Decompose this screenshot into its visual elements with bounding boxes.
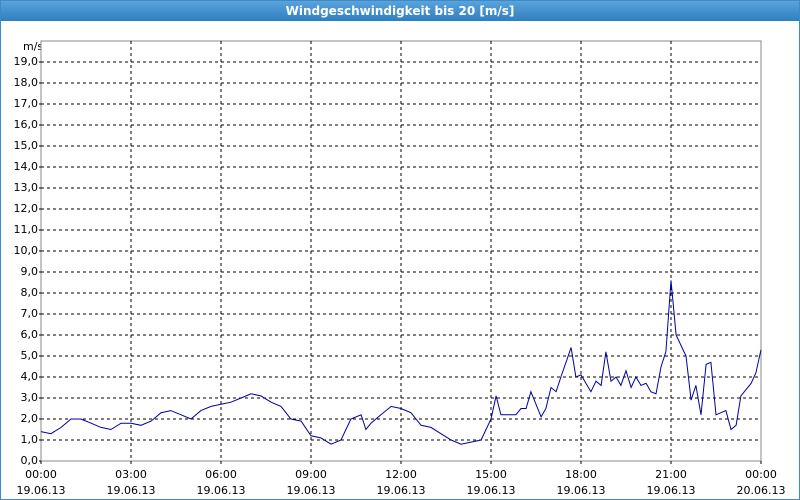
y-tick-label: 14,0	[14, 160, 39, 173]
y-tick-label: 13,0	[14, 181, 39, 194]
x-tick-label: 09:00	[295, 468, 327, 481]
y-tick-label: 16,0	[14, 118, 39, 131]
data-line	[40, 280, 762, 445]
y-tick-label: 8,0	[21, 286, 39, 299]
y-tick-label: 19,0	[14, 55, 39, 68]
x-tick-label: 00:00	[745, 468, 777, 481]
y-tick-label: 2,0	[21, 412, 39, 425]
x-tick-label: 12:00	[385, 468, 417, 481]
y-tick-label: 9,0	[21, 265, 39, 278]
y-tick-label: 15,0	[14, 139, 39, 152]
x-tick-date: 19.06.13	[467, 484, 516, 497]
chart-title: Windgeschwindigkeit bis 20 [m/s]	[1, 1, 799, 21]
y-tick-label: 17,0	[14, 97, 39, 110]
y-tick-label: 10,0	[14, 244, 39, 257]
y-tick-label: 12,0	[14, 202, 39, 215]
x-tick-label: 03:00	[115, 468, 147, 481]
y-tick-label: 18,0	[14, 76, 39, 89]
y-tick-label: 7,0	[21, 307, 39, 320]
y-tick-label: 5,0	[21, 349, 39, 362]
x-tick-date: 20.06.13	[737, 484, 786, 497]
y-tick-label: 4,0	[21, 370, 39, 383]
x-tick-label: 15:00	[475, 468, 507, 481]
x-tick-date: 19.06.13	[287, 484, 336, 497]
x-tick-date: 19.06.13	[557, 484, 606, 497]
y-axis-label: m/s	[23, 40, 43, 53]
x-tick-label: 18:00	[565, 468, 597, 481]
y-tick-label: 3,0	[21, 391, 39, 404]
x-tick-date: 19.06.13	[17, 484, 66, 497]
x-tick-date: 19.06.13	[107, 484, 156, 497]
x-tick-date: 19.06.13	[647, 484, 696, 497]
x-tick-label: 21:00	[655, 468, 687, 481]
x-tick-date: 19.06.13	[197, 484, 246, 497]
y-tick-label: 1,0	[21, 433, 39, 446]
x-tick-label: 00:00	[25, 468, 57, 481]
chart: m/s 0,0 1,0 2,0 3,0 4,0 5,0 6,0 7,0 8,0 9,0 10,0 11…	[14, 40, 786, 497]
x-tick-label: 06:00	[205, 468, 237, 481]
y-tick-label: 6,0	[21, 328, 39, 341]
y-tick-label: 11,0	[14, 223, 39, 236]
x-tick-date: 19.06.13	[377, 484, 426, 497]
y-tick-label: 0,0	[21, 454, 39, 467]
